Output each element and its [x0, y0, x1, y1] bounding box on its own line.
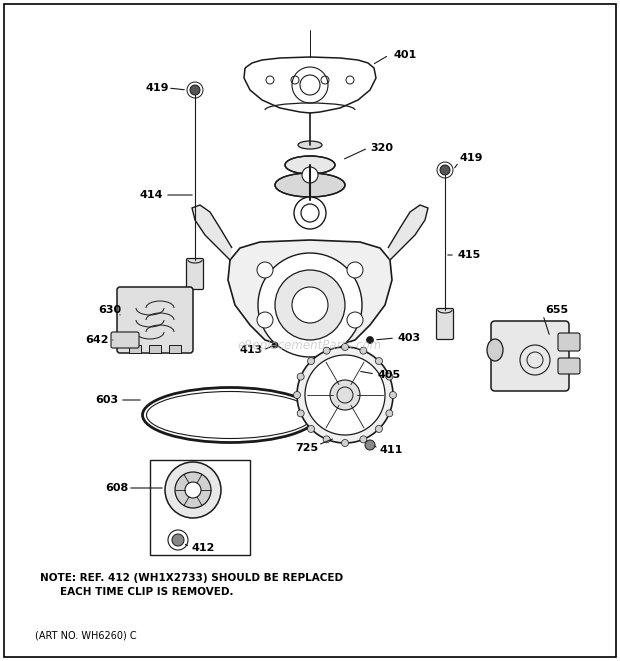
Circle shape: [308, 358, 314, 365]
Text: 415: 415: [458, 250, 481, 260]
FancyBboxPatch shape: [4, 4, 616, 657]
Circle shape: [302, 167, 318, 183]
Circle shape: [292, 287, 328, 323]
Text: NOTE: REF. 412 (WH1X2733) SHOULD BE REPLACED: NOTE: REF. 412 (WH1X2733) SHOULD BE REPL…: [40, 573, 343, 583]
FancyBboxPatch shape: [187, 258, 203, 290]
PathPatch shape: [228, 240, 392, 350]
Text: 655: 655: [545, 305, 568, 315]
Text: eReplacementParts.com: eReplacementParts.com: [238, 338, 382, 352]
FancyBboxPatch shape: [436, 309, 453, 340]
Circle shape: [175, 472, 211, 508]
Circle shape: [365, 440, 375, 450]
Text: 403: 403: [398, 333, 421, 343]
FancyBboxPatch shape: [169, 345, 181, 353]
Circle shape: [258, 253, 362, 357]
Text: 419: 419: [145, 83, 169, 93]
Circle shape: [389, 391, 397, 399]
FancyBboxPatch shape: [117, 287, 193, 353]
Circle shape: [376, 426, 383, 432]
FancyBboxPatch shape: [111, 332, 139, 348]
Circle shape: [297, 373, 304, 380]
Text: 405: 405: [378, 370, 401, 380]
Circle shape: [386, 410, 393, 417]
Circle shape: [342, 344, 348, 350]
Circle shape: [308, 426, 314, 432]
Circle shape: [347, 262, 363, 278]
Circle shape: [257, 312, 273, 328]
Text: 413: 413: [240, 345, 264, 355]
Circle shape: [275, 270, 345, 340]
Circle shape: [342, 440, 348, 446]
Circle shape: [323, 436, 330, 443]
Circle shape: [305, 355, 385, 435]
Circle shape: [272, 342, 278, 348]
Circle shape: [323, 347, 330, 354]
Text: 603: 603: [95, 395, 118, 405]
Ellipse shape: [487, 339, 503, 361]
Text: 401: 401: [393, 50, 416, 60]
FancyBboxPatch shape: [149, 345, 161, 353]
Circle shape: [257, 262, 273, 278]
Circle shape: [297, 410, 304, 417]
Ellipse shape: [285, 156, 335, 174]
Text: 414: 414: [140, 190, 164, 200]
Text: 412: 412: [192, 543, 215, 553]
Circle shape: [351, 366, 359, 374]
Text: 320: 320: [370, 143, 393, 153]
Circle shape: [330, 380, 360, 410]
Text: 419: 419: [460, 153, 484, 163]
Circle shape: [360, 347, 367, 354]
Circle shape: [366, 336, 373, 344]
Ellipse shape: [298, 141, 322, 149]
PathPatch shape: [244, 57, 376, 113]
Circle shape: [360, 436, 367, 443]
Circle shape: [185, 482, 201, 498]
PathPatch shape: [388, 205, 428, 260]
Text: EACH TIME CLIP IS REMOVED.: EACH TIME CLIP IS REMOVED.: [60, 587, 234, 597]
Circle shape: [376, 358, 383, 365]
Text: 725: 725: [295, 443, 318, 453]
Circle shape: [440, 165, 450, 175]
Ellipse shape: [275, 173, 345, 197]
PathPatch shape: [192, 205, 232, 260]
FancyBboxPatch shape: [491, 321, 569, 391]
Circle shape: [297, 347, 393, 443]
FancyBboxPatch shape: [558, 333, 580, 351]
Text: 642: 642: [85, 335, 108, 345]
Circle shape: [165, 462, 221, 518]
FancyBboxPatch shape: [129, 345, 141, 353]
Text: 411: 411: [380, 445, 404, 455]
Text: 608: 608: [105, 483, 128, 493]
Circle shape: [347, 312, 363, 328]
Circle shape: [294, 197, 326, 229]
Text: 630: 630: [98, 305, 121, 315]
Circle shape: [293, 391, 301, 399]
Text: (ART NO. WH6260) C: (ART NO. WH6260) C: [35, 630, 136, 640]
Circle shape: [172, 534, 184, 546]
Circle shape: [386, 373, 393, 380]
Circle shape: [190, 85, 200, 95]
FancyBboxPatch shape: [558, 358, 580, 374]
